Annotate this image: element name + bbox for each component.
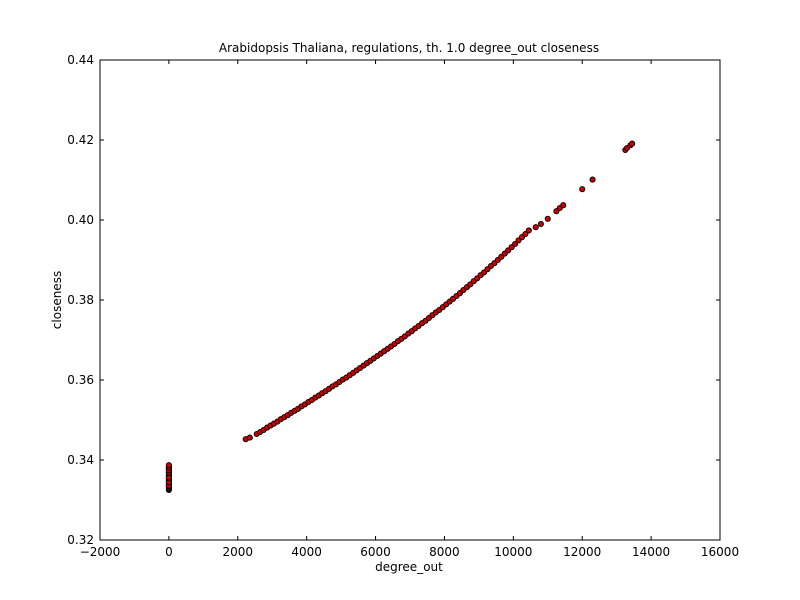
y-tick-label: 0.38 <box>67 293 94 307</box>
x-tick-label: 6000 <box>360 545 391 559</box>
x-tick-label: 10000 <box>494 545 532 559</box>
scatter-point <box>532 224 539 231</box>
y-tick-label: 0.40 <box>67 213 94 227</box>
x-tick-label: 16000 <box>701 545 739 559</box>
x-tick-label: 4000 <box>291 545 322 559</box>
scatter-marks <box>165 140 636 494</box>
y-tick-label: 0.34 <box>67 453 94 467</box>
y-tick-label: 0.36 <box>67 373 94 387</box>
y-tick-label: 0.32 <box>67 533 94 547</box>
scatter-point <box>560 202 567 209</box>
scatter-point <box>629 140 636 147</box>
scatter-point <box>589 176 596 183</box>
scatter-point <box>512 240 519 248</box>
scatter-point <box>525 227 532 234</box>
scatter-point <box>579 186 586 193</box>
plot-frame <box>99 59 721 541</box>
scatter-point <box>522 230 529 238</box>
chart-title: Arabidopsis Thaliana, regulations, th. 1… <box>219 41 599 55</box>
scatter-point <box>537 220 544 228</box>
y-tick-label: 0.44 <box>67 53 94 67</box>
x-tick-label: 8000 <box>429 545 460 559</box>
x-tick-label: −2000 <box>80 545 121 559</box>
y-tick-label: 0.42 <box>67 133 94 147</box>
scatter-point <box>544 215 551 222</box>
x-tick-label: 0 <box>165 545 173 559</box>
scatter-point <box>165 462 172 469</box>
scatter-point <box>246 434 253 441</box>
y-axis-label: closeness <box>50 271 64 329</box>
x-tick-label: 14000 <box>632 545 670 559</box>
axis-ticks: −2000 0 2000 4000 6000 8000 10000 12000 14000 160… <box>67 53 739 559</box>
x-tick-label: 2000 <box>223 545 254 559</box>
x-axis-label: degree_out <box>375 560 443 574</box>
x-tick-label: 12000 <box>563 545 601 559</box>
